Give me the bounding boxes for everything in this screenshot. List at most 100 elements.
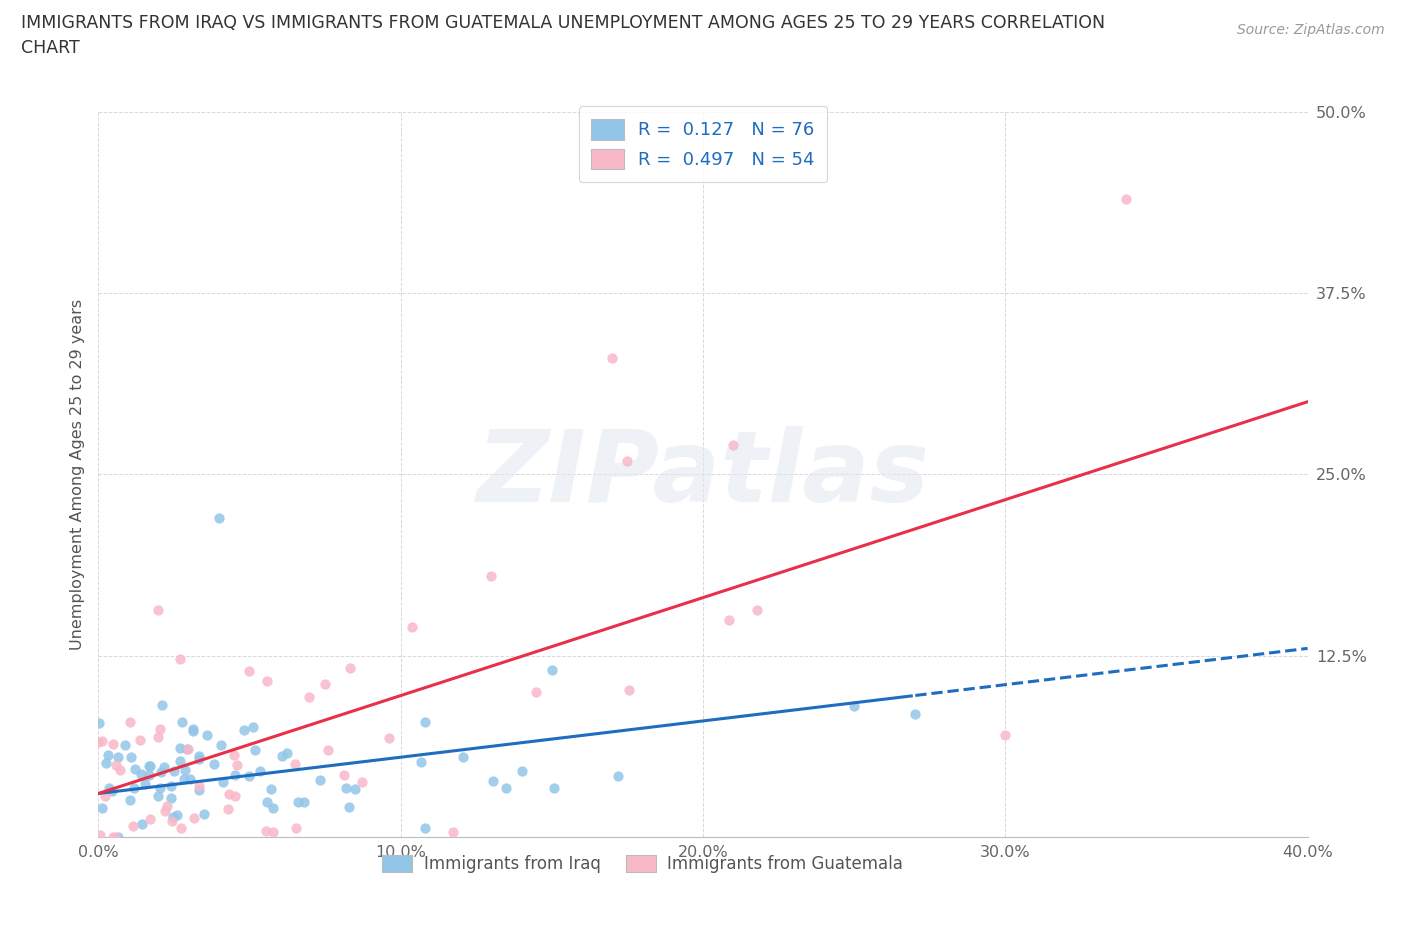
Point: [222, 747, 245, 762]
Point: [350, 775, 373, 790]
Point: [284, 820, 307, 835]
Point: [318, 743, 340, 758]
Point: [138, 758, 160, 773]
Point: [602, 351, 624, 365]
Point: [233, 723, 256, 737]
Point: [176, 741, 198, 756]
Point: [149, 781, 172, 796]
Point: [254, 823, 277, 838]
Point: [188, 749, 211, 764]
Point: [148, 603, 170, 618]
Point: [276, 745, 298, 760]
Point: [94, 789, 117, 804]
Point: [616, 454, 638, 469]
Point: [138, 767, 160, 782]
Point: [195, 727, 218, 742]
Point: [212, 775, 235, 790]
Point: [314, 677, 336, 692]
Point: [118, 715, 141, 730]
Point: [540, 663, 562, 678]
Point: [208, 511, 231, 525]
Point: [87, 735, 110, 750]
Point: [94, 756, 117, 771]
Point: [87, 716, 110, 731]
Point: [271, 749, 294, 764]
Point: [162, 809, 184, 824]
Point: [114, 737, 136, 752]
Point: [747, 603, 769, 618]
Point: [188, 751, 211, 766]
Point: [90, 801, 112, 816]
Point: [994, 728, 1017, 743]
Point: [188, 778, 211, 793]
Point: [160, 814, 183, 829]
Point: [225, 758, 247, 773]
Text: CHART: CHART: [21, 39, 80, 57]
Point: [262, 801, 284, 816]
Point: [249, 764, 271, 778]
Point: [183, 811, 205, 826]
Point: [131, 817, 153, 831]
Point: [339, 661, 361, 676]
Point: [344, 782, 367, 797]
Point: [844, 699, 866, 714]
Point: [526, 685, 548, 700]
Point: [415, 820, 437, 835]
Point: [543, 780, 565, 795]
Point: [97, 748, 120, 763]
Point: [413, 715, 436, 730]
Point: [217, 802, 239, 817]
Point: [510, 764, 533, 778]
Point: [107, 830, 129, 844]
Point: [110, 763, 132, 777]
Text: ZIPatlas: ZIPatlas: [477, 426, 929, 523]
Point: [177, 741, 200, 756]
Point: [134, 777, 156, 791]
Point: [156, 799, 179, 814]
Point: [174, 763, 197, 777]
Point: [224, 767, 246, 782]
Point: [150, 698, 173, 712]
Point: [173, 772, 195, 787]
Point: [152, 759, 174, 774]
Point: [292, 795, 315, 810]
Point: [160, 779, 183, 794]
Point: [181, 722, 204, 737]
Point: [150, 765, 173, 780]
Point: [153, 804, 176, 818]
Point: [482, 774, 505, 789]
Point: [287, 794, 309, 809]
Point: [122, 780, 145, 795]
Point: [441, 825, 464, 840]
Point: [723, 438, 745, 453]
Point: [284, 757, 307, 772]
Point: [107, 750, 129, 764]
Point: [262, 825, 284, 840]
Point: [170, 714, 193, 729]
Point: [146, 789, 169, 804]
Point: [224, 789, 246, 804]
Point: [149, 721, 172, 736]
Point: [337, 800, 360, 815]
Point: [138, 759, 160, 774]
Y-axis label: Unemployment Among Ages 25 to 29 years: Unemployment Among Ages 25 to 29 years: [69, 299, 84, 650]
Point: [298, 689, 321, 704]
Point: [243, 743, 266, 758]
Point: [179, 771, 201, 786]
Point: [193, 806, 215, 821]
Legend: Immigrants from Iraq, Immigrants from Guatemala: Immigrants from Iraq, Immigrants from Gu…: [375, 848, 910, 880]
Point: [401, 619, 423, 634]
Point: [118, 792, 141, 807]
Point: [409, 754, 432, 769]
Point: [170, 821, 193, 836]
Text: IMMIGRANTS FROM IRAQ VS IMMIGRANTS FROM GUATEMALA UNEMPLOYMENT AMONG AGES 25 TO : IMMIGRANTS FROM IRAQ VS IMMIGRANTS FROM …: [21, 14, 1105, 32]
Point: [129, 767, 152, 782]
Point: [260, 782, 283, 797]
Point: [124, 762, 146, 777]
Point: [89, 827, 111, 842]
Point: [202, 756, 225, 771]
Point: [617, 683, 640, 698]
Point: [238, 664, 260, 679]
Point: [238, 768, 260, 783]
Point: [104, 757, 127, 772]
